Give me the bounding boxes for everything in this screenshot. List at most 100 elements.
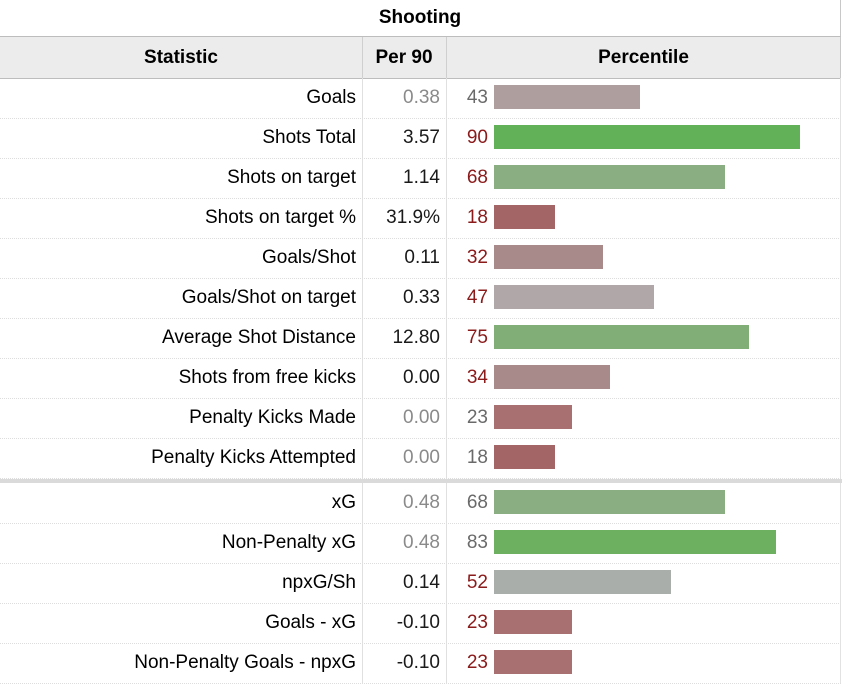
percentile-bar xyxy=(494,205,555,229)
per90-value: 0.11 xyxy=(404,247,440,268)
column-divider xyxy=(446,238,447,278)
per90-value: -0.10 xyxy=(396,652,440,673)
column-divider xyxy=(446,78,447,118)
statistic-label: Goals/Shot on target xyxy=(181,287,356,308)
percentile-value: 32 xyxy=(466,247,488,268)
column-divider xyxy=(362,78,363,118)
percentile-bar xyxy=(494,445,555,469)
statistic-label: Average Shot Distance xyxy=(162,327,356,348)
statistic-label: Shots from free kicks xyxy=(178,367,356,388)
table-row: Goals/Shot on target 0.33 47 xyxy=(0,278,841,319)
column-divider xyxy=(446,358,447,398)
column-header-per90[interactable]: Per 90 xyxy=(375,46,433,68)
column-divider xyxy=(362,318,363,358)
table-row: Goals - xG -0.10 23 xyxy=(0,603,841,644)
percentile-bar xyxy=(494,490,725,514)
per90-value: 1.14 xyxy=(403,167,440,188)
percentile-value: 83 xyxy=(466,532,488,553)
statistic-label: Non-Penalty xG xyxy=(221,532,356,553)
percentile-value: 23 xyxy=(466,612,488,633)
column-divider xyxy=(362,438,363,478)
per90-value: 0.38 xyxy=(403,87,440,108)
column-divider xyxy=(362,198,363,238)
column-divider xyxy=(362,118,363,158)
column-divider xyxy=(446,278,447,318)
table-row: xG 0.48 68 xyxy=(0,483,841,524)
statistic-label: Goals xyxy=(306,87,356,108)
column-divider xyxy=(446,603,447,643)
percentile-bar xyxy=(494,570,671,594)
per90-value: 0.48 xyxy=(403,492,440,513)
statistic-label: Goals - xG xyxy=(265,612,356,633)
column-divider xyxy=(446,398,447,438)
table-row: Non-Penalty Goals - npxG -0.10 23 xyxy=(0,643,841,684)
per90-value: 0.14 xyxy=(403,572,440,593)
table-row: Penalty Kicks Attempted 0.00 18 xyxy=(0,438,841,479)
percentile-bar xyxy=(494,610,572,634)
column-divider xyxy=(446,563,447,603)
column-divider xyxy=(446,643,447,683)
per90-value: 0.00 xyxy=(403,407,440,428)
statistic-label: Shots Total xyxy=(262,127,356,148)
column-divider xyxy=(446,483,447,523)
percentile-value: 47 xyxy=(466,287,488,308)
percentile-value: 34 xyxy=(466,367,488,388)
per90-value: 0.00 xyxy=(403,447,440,468)
per90-value: 3.57 xyxy=(403,127,440,148)
table-row: Goals 0.38 43 xyxy=(0,78,841,119)
per90-value: 0.48 xyxy=(403,532,440,553)
per90-value: 0.33 xyxy=(403,287,440,308)
column-divider xyxy=(362,523,363,563)
table-row: Goals/Shot 0.11 32 xyxy=(0,238,841,279)
statistic-label: Non-Penalty Goals - npxG xyxy=(134,652,356,673)
column-divider xyxy=(446,523,447,563)
column-header-percentile[interactable]: Percentile xyxy=(598,46,689,68)
header-divider xyxy=(446,37,447,78)
percentile-bar xyxy=(494,125,800,149)
column-divider xyxy=(362,603,363,643)
statistic-label: npxG/Sh xyxy=(282,572,356,593)
table-row: npxG/Sh 0.14 52 xyxy=(0,563,841,604)
percentile-value: 52 xyxy=(466,572,488,593)
column-divider xyxy=(362,483,363,523)
table-row: Shots on target % 31.9% 18 xyxy=(0,198,841,239)
per90-value: 0.00 xyxy=(403,367,440,388)
percentile-value: 90 xyxy=(466,127,488,148)
table-row: Shots Total 3.57 90 xyxy=(0,118,841,159)
percentile-bar xyxy=(494,365,610,389)
statistic-label: Shots on target xyxy=(227,167,356,188)
table-row: Average Shot Distance 12.80 75 xyxy=(0,318,841,359)
percentile-value: 23 xyxy=(466,407,488,428)
statistic-label: Shots on target % xyxy=(204,207,356,228)
percentile-bar xyxy=(494,405,572,429)
per90-value: -0.10 xyxy=(396,612,440,633)
percentile-bar xyxy=(494,530,776,554)
table-header: Statistic Per 90 Percentile xyxy=(0,36,841,79)
column-divider xyxy=(446,438,447,478)
percentile-value: 68 xyxy=(466,492,488,513)
column-divider xyxy=(362,398,363,438)
percentile-bar xyxy=(494,245,603,269)
percentile-value: 18 xyxy=(466,447,488,468)
column-divider xyxy=(446,318,447,358)
statistic-label: Goals/Shot xyxy=(262,247,356,268)
table-row: Penalty Kicks Made 0.00 23 xyxy=(0,398,841,439)
column-divider xyxy=(446,198,447,238)
table-caption: Shooting xyxy=(0,0,841,36)
column-divider xyxy=(362,238,363,278)
column-divider xyxy=(446,158,447,198)
table-row: Non-Penalty xG 0.48 83 xyxy=(0,523,841,564)
group-divider xyxy=(0,479,842,483)
statistic-label: Penalty Kicks Made xyxy=(189,407,356,428)
column-divider xyxy=(362,278,363,318)
percentile-value: 68 xyxy=(466,167,488,188)
column-divider xyxy=(362,563,363,603)
percentile-value: 23 xyxy=(466,652,488,673)
table-row: Shots from free kicks 0.00 34 xyxy=(0,358,841,399)
column-divider xyxy=(446,118,447,158)
column-header-statistic[interactable]: Statistic xyxy=(144,46,218,68)
percentile-bar xyxy=(494,325,749,349)
percentile-bar xyxy=(494,85,640,109)
column-divider xyxy=(362,643,363,683)
header-divider xyxy=(362,37,363,78)
